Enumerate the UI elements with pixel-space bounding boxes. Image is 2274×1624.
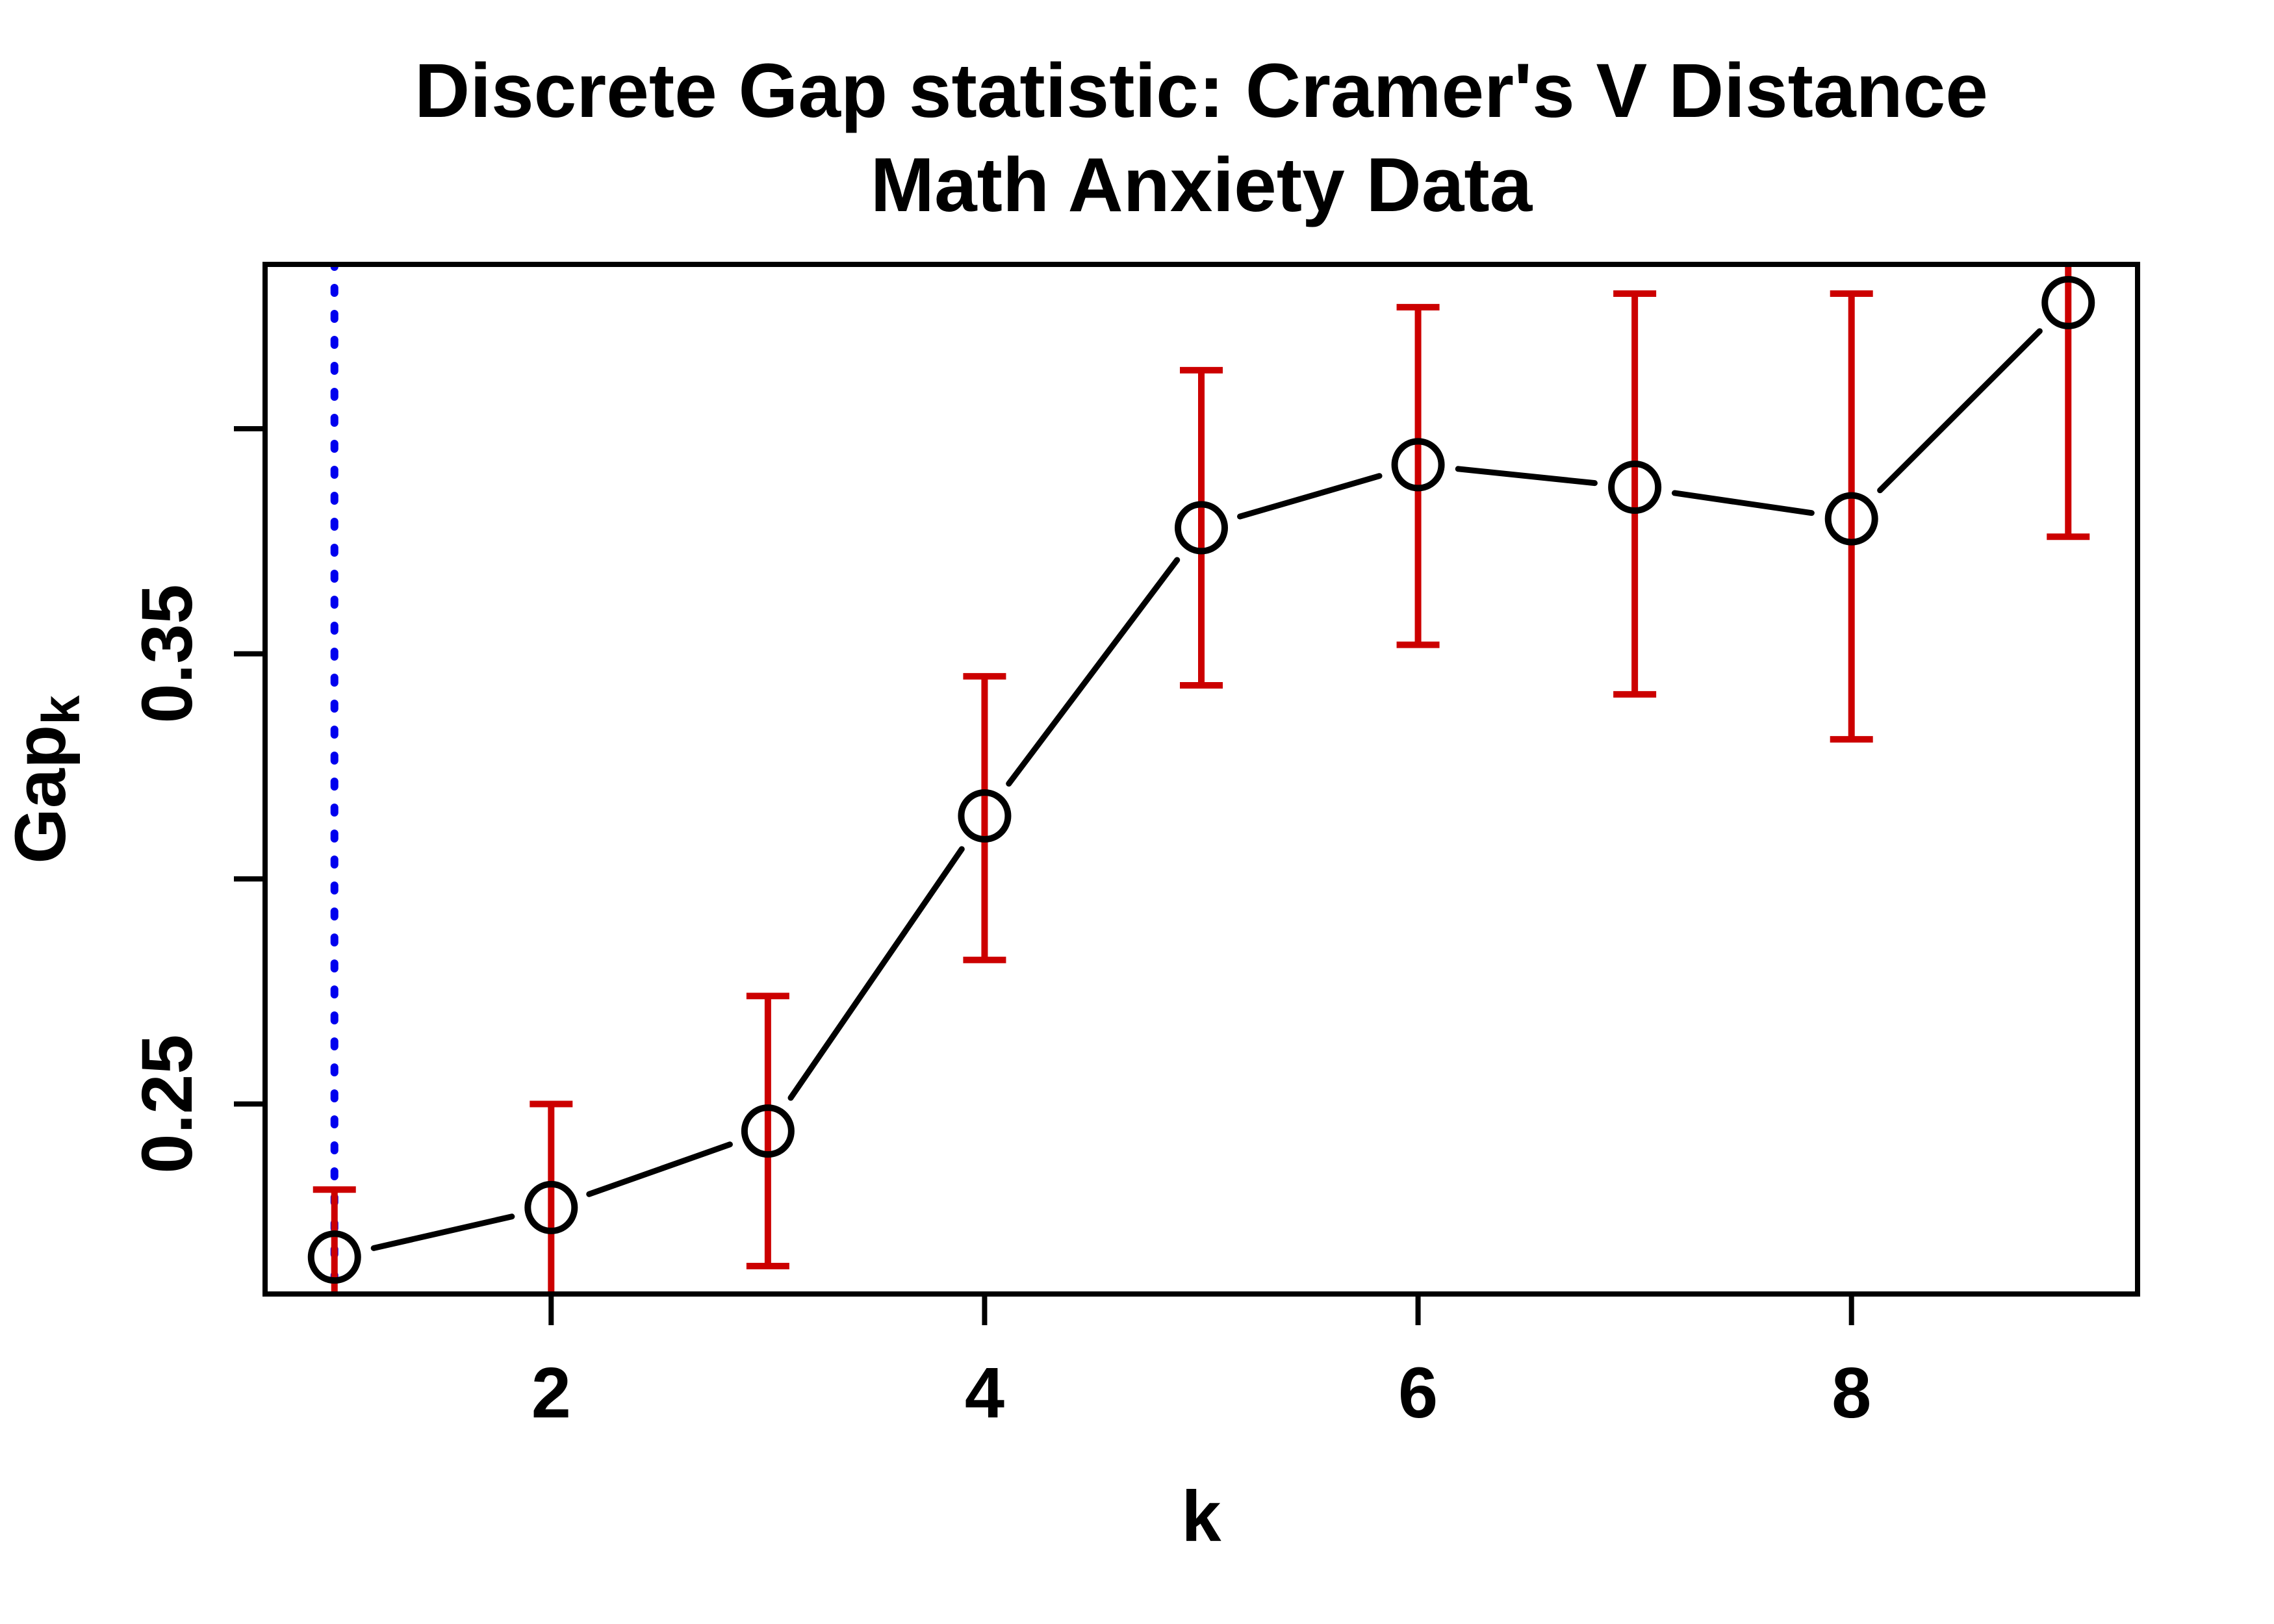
data-point-k9 (2041, 275, 2095, 329)
y-axis-title: Gapk (1, 695, 91, 864)
error-bar-k4 (963, 673, 1006, 963)
error-bars-group (313, 264, 2090, 1294)
series-segment-k6-k7 (1455, 466, 1598, 487)
x-tick-label-2: 2 (531, 1353, 571, 1433)
data-point-k2 (524, 1180, 578, 1234)
error-bar-k6 (1396, 303, 1440, 648)
series-segment-k1-k2 (370, 1213, 515, 1251)
error-bar-k8 (1830, 290, 1873, 743)
y-tick-label-0.25: 0.25 (127, 1034, 207, 1173)
data-point-k1 (307, 1230, 361, 1284)
series-segment-k3-k4 (787, 846, 965, 1101)
x-axis-title: k (1181, 1477, 1221, 1556)
chart-title-line1: Discrete Gap statistic: Cramer's V Dista… (415, 48, 1988, 134)
y-axis-title-main: Gap (1, 725, 81, 864)
data-point-k6 (1391, 438, 1445, 492)
x-axis-ticks-group: 2 4 6 8 (531, 1294, 1871, 1433)
chart-title-line2: Math Anxiety Data (871, 142, 1533, 228)
series-segment-k2-k3 (586, 1141, 733, 1197)
y-axis-title-subscript: k (32, 695, 91, 725)
data-point-k4 (958, 789, 1012, 843)
data-point-k7 (1608, 461, 1662, 514)
data-points-group (307, 275, 2095, 1284)
error-bar-k2 (530, 1100, 573, 1294)
data-point-k3 (741, 1104, 795, 1158)
x-tick-label-6: 6 (1398, 1353, 1438, 1433)
series-segment-k7-k8 (1671, 490, 1815, 516)
y-tick-label-0.35: 0.35 (127, 584, 207, 723)
data-point-k5 (1175, 501, 1228, 555)
series-segment-k5-k6 (1237, 473, 1383, 520)
series-segment-k8-k9 (1877, 328, 2043, 494)
error-bar-k1 (313, 1186, 356, 1294)
error-bar-k9 (2047, 264, 2090, 540)
y-axis-ticks-group: 0.25 0.35 (127, 425, 265, 1174)
error-bar-k5 (1180, 366, 1223, 689)
series-segment-k4-k5 (1006, 557, 1181, 787)
x-tick-label-4: 4 (965, 1353, 1004, 1433)
plot-box (262, 262, 2140, 1297)
data-point-k8 (1824, 492, 1878, 546)
x-tick-label-8: 8 (1832, 1353, 1871, 1433)
series-line-group (370, 328, 2043, 1251)
error-bar-k7 (1613, 290, 1657, 698)
error-bar-k3 (746, 993, 789, 1270)
